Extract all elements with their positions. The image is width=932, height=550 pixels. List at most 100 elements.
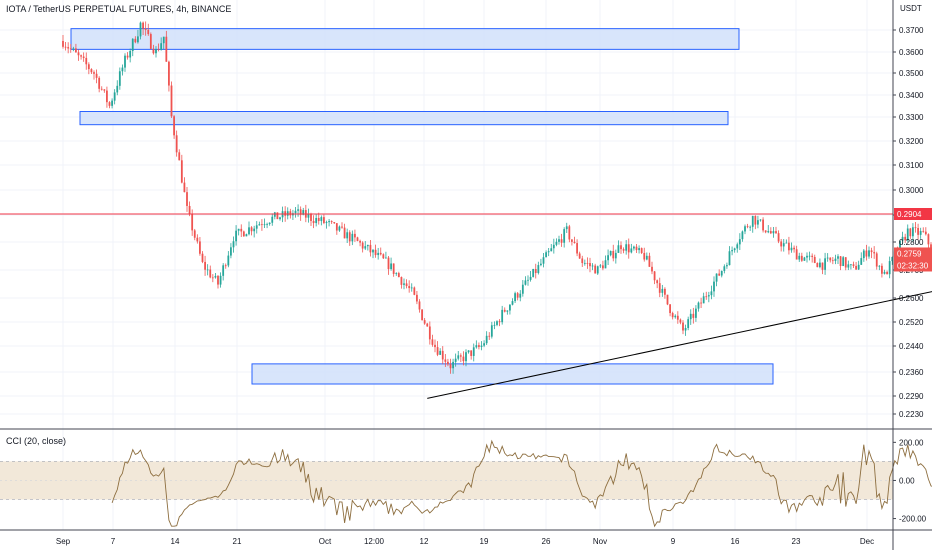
time-tick-label: 26	[542, 537, 551, 546]
candle-body	[700, 302, 702, 304]
candle-body	[416, 294, 418, 302]
candle-body	[93, 72, 95, 74]
candle-body	[713, 281, 715, 292]
price-zone[interactable]	[79, 111, 729, 126]
candle-body	[576, 243, 578, 254]
candle-body	[118, 71, 121, 86]
candle-body	[390, 263, 392, 270]
candle-body	[472, 347, 475, 356]
candle-body	[625, 244, 628, 251]
candle-body	[793, 247, 795, 250]
candle-body	[139, 22, 142, 37]
candle-body	[328, 221, 330, 223]
candle-body	[343, 227, 346, 239]
candle-body	[824, 258, 826, 270]
drawings[interactable]: (1)(2)(3)(4)(5)(1)(2)(3)(4)(5)	[427, 43, 932, 399]
candle-body	[565, 226, 568, 230]
candle-body	[521, 284, 524, 294]
price-tick-label: 0.3700	[899, 26, 924, 35]
candle-body	[465, 352, 467, 362]
candle-body	[777, 233, 780, 242]
price-tick-label: 0.2360	[899, 368, 924, 377]
candle-body	[149, 34, 152, 49]
price-tick-label: 0.3200	[899, 137, 924, 146]
currency-label[interactable]: USDT	[900, 4, 922, 13]
candle-body	[661, 288, 664, 293]
candle-body	[263, 224, 266, 226]
candle-body	[811, 255, 814, 257]
last-price-tag	[894, 247, 932, 272]
candle-body	[211, 277, 214, 279]
candle-body	[888, 261, 891, 275]
candle-body	[873, 252, 876, 254]
candle-body	[883, 271, 886, 274]
candle-body	[718, 273, 721, 276]
price-tick-label: 0.3000	[899, 186, 924, 195]
candle-body	[170, 85, 173, 117]
candle-body	[573, 241, 576, 244]
candle-body	[193, 230, 196, 238]
candle-body	[813, 256, 816, 263]
candle-body	[607, 255, 609, 261]
candle-body	[731, 250, 733, 252]
candle-body	[408, 286, 411, 289]
candle-body	[447, 361, 449, 365]
candle-body	[224, 265, 227, 267]
candle-body	[361, 242, 364, 249]
candle-body	[671, 313, 674, 318]
candle-body	[596, 266, 599, 274]
candle-body	[772, 231, 775, 234]
price-tick-label: 0.2230	[899, 410, 924, 419]
candle-body	[217, 275, 219, 285]
candle-body	[645, 255, 648, 260]
candle-body	[586, 262, 589, 264]
candle-body	[741, 231, 744, 240]
candle-body	[289, 211, 292, 216]
candle-body	[790, 247, 793, 251]
candle-body	[426, 323, 429, 327]
candle-body	[715, 273, 718, 282]
price-zone[interactable]	[251, 363, 774, 385]
candle-body	[516, 293, 519, 298]
countdown-label: 02:32:30	[897, 261, 929, 270]
candle-body	[67, 47, 70, 49]
candle-body	[439, 350, 442, 355]
cci-title: CCI (20, close)	[6, 436, 67, 446]
time-tick-label: 12:00	[364, 537, 385, 546]
candle-body	[240, 228, 243, 232]
price-zone[interactable]	[70, 28, 740, 50]
candle-body	[666, 294, 669, 305]
candle-body	[400, 277, 403, 285]
candle-body	[354, 233, 356, 238]
candle-body	[808, 255, 811, 257]
trendline[interactable]	[427, 216, 932, 399]
candle-body	[870, 250, 873, 253]
candle-body	[421, 309, 423, 321]
candle-body	[196, 237, 199, 242]
price-zones[interactable]	[70, 28, 774, 385]
candle-body	[501, 309, 504, 323]
candle-body	[467, 350, 470, 353]
candle-body	[403, 283, 405, 285]
candle-body	[881, 265, 883, 274]
candle-body	[922, 230, 925, 232]
candle-body	[529, 276, 532, 280]
candle-body	[379, 252, 382, 255]
candle-body	[831, 260, 834, 262]
candle-body	[723, 266, 726, 271]
candle-body	[689, 313, 692, 320]
candle-body	[826, 257, 829, 259]
candle-body	[137, 36, 139, 43]
candle-body	[695, 308, 697, 318]
candle-body	[785, 242, 788, 244]
candle-body	[542, 257, 545, 264]
price-tick-label: 0.3300	[899, 113, 924, 122]
last-price-label: 0.2759	[897, 249, 922, 258]
candle-body	[142, 22, 144, 29]
candle-body	[444, 359, 447, 362]
candle-body	[255, 225, 258, 229]
candle-body	[697, 302, 700, 309]
candle-body	[547, 251, 550, 253]
candle-body	[333, 222, 336, 224]
